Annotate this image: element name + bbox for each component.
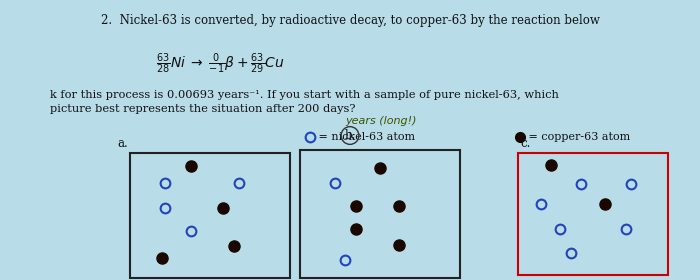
Text: a.: a. — [118, 137, 128, 150]
Text: = nickel-63 atom: = nickel-63 atom — [315, 132, 415, 142]
Text: k for this process is 0.00693 years⁻¹. If you start with a sample of pure nickel: k for this process is 0.00693 years⁻¹. I… — [50, 90, 559, 100]
Bar — [300, 150, 460, 278]
Text: picture best represents the situation after 200 days?: picture best represents the situation af… — [50, 104, 356, 114]
Text: years (long!): years (long!) — [345, 116, 416, 126]
Text: b.: b. — [344, 129, 356, 142]
Bar — [518, 153, 668, 275]
Text: = copper-63 atom: = copper-63 atom — [525, 132, 630, 142]
Text: $\frac{63}{28}Ni \;\rightarrow\; \frac{0}{-1}\beta + \frac{63}{29}Cu$: $\frac{63}{28}Ni \;\rightarrow\; \frac{0… — [155, 52, 284, 76]
Text: c.: c. — [520, 137, 531, 150]
Bar — [130, 153, 290, 278]
Text: 2.  Nickel-63 is converted, by radioactive decay, to copper-63 by the reaction b: 2. Nickel-63 is converted, by radioactiv… — [101, 14, 599, 27]
